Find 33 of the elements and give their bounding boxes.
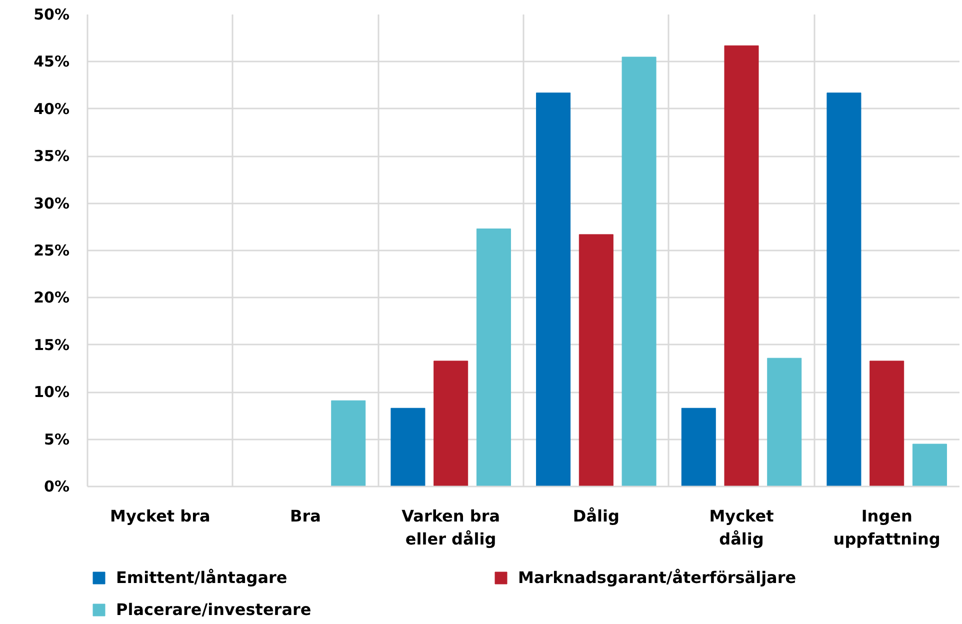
y-tick-label: 45% xyxy=(34,52,70,71)
x-tick-label: Mycket dålig xyxy=(709,506,774,548)
bar xyxy=(476,228,511,486)
y-tick-label: 25% xyxy=(34,242,70,260)
bar xyxy=(724,45,759,486)
y-tick-label: 5% xyxy=(44,430,70,448)
y-tick-label: 50% xyxy=(34,6,70,24)
y-tick-label: 15% xyxy=(34,336,70,354)
bar xyxy=(536,92,571,486)
y-tick-label: 35% xyxy=(34,147,70,166)
y-tick-label: 30% xyxy=(34,194,70,212)
x-tick-label: Ingen uppfattning xyxy=(833,506,940,548)
y-tick-label: 40% xyxy=(34,100,70,118)
y-tick-label: 0% xyxy=(44,478,70,496)
legend-label: Placerare/investerare xyxy=(116,599,312,619)
x-tick-label: Varken bra eller dålig xyxy=(402,506,500,548)
y-tick-label: 10% xyxy=(34,383,70,402)
bar xyxy=(870,360,904,486)
bar xyxy=(681,408,716,486)
bar xyxy=(826,92,862,486)
bar xyxy=(434,360,468,486)
bar xyxy=(767,358,802,486)
legend-label: Emittent/låntagare xyxy=(116,567,288,587)
legend-label: Marknadsgarant/återförsäljare xyxy=(518,567,798,587)
x-tick-label: Mycket bra xyxy=(110,506,210,526)
bar xyxy=(331,400,366,486)
bar xyxy=(578,234,614,486)
x-tick-label: Dålig xyxy=(572,506,620,526)
bar xyxy=(390,408,426,486)
x-tick-label: Bra xyxy=(290,506,321,526)
y-tick-label: 20% xyxy=(34,288,70,307)
bar xyxy=(912,444,947,486)
bar xyxy=(622,56,656,486)
